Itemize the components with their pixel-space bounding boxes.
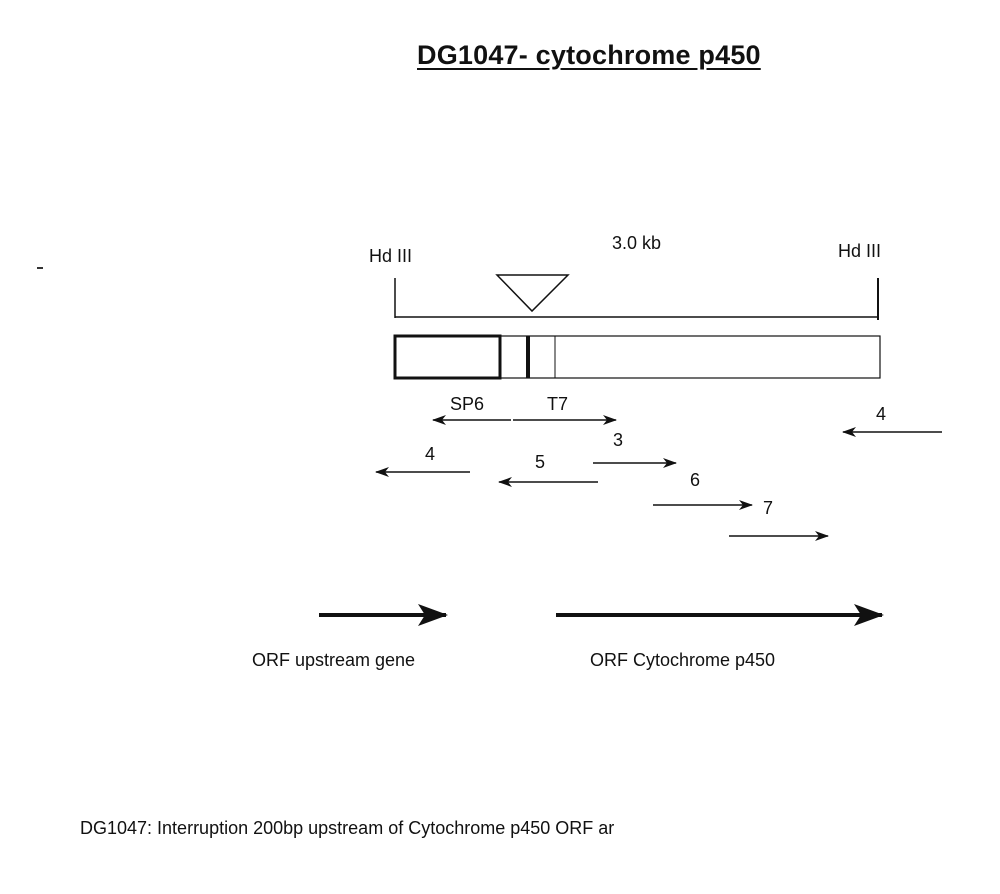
- gene-region-outline: [394, 335, 881, 379]
- insertion-triangle: [495, 274, 570, 313]
- hindiii-right-label: Hd III: [838, 241, 882, 261]
- fragment-length-label: 3.0 kb: [612, 233, 662, 253]
- sp6-label: SP6: [450, 394, 485, 414]
- page-title: DG1047- cytochrome p450: [417, 40, 761, 70]
- hindiii-left-label: Hd III: [369, 246, 413, 266]
- read-6-label: 6: [690, 470, 701, 490]
- read-7-label: 7: [763, 498, 774, 518]
- read-5-label: 5: [535, 452, 546, 472]
- t7-label: T7: [547, 394, 569, 414]
- orf-upstream-label: ORF upstream gene: [252, 650, 416, 670]
- read-4-right-label: 4: [876, 404, 887, 424]
- stray-mark: [37, 267, 43, 269]
- orf-cytochrome-label: ORF Cytochrome p450: [590, 650, 776, 670]
- upstream-gene-box: [393, 334, 502, 380]
- read-3-label: 3: [613, 430, 624, 450]
- read-4-left-label: 4: [425, 444, 436, 464]
- figure-caption: DG1047: Interruption 200bp upstream of C…: [80, 818, 615, 838]
